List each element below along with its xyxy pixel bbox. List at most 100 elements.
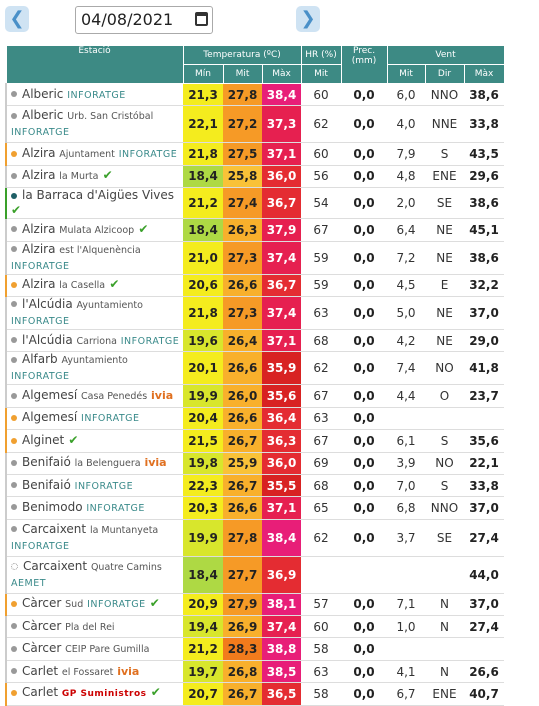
network-tag: AEMET [11, 577, 47, 589]
temp-max: 38,5 [262, 660, 301, 684]
wind-dir: N [425, 615, 464, 639]
wind-max: 41,8 [464, 351, 504, 386]
subheader[interactable]: Mit [386, 64, 426, 84]
station-row[interactable]: Algemesí INFORATGE 20,4 26,6 36,4 63 0,0 [5, 407, 504, 431]
subheader[interactable]: Dir [424, 64, 465, 84]
subheader[interactable]: Mit [222, 64, 263, 84]
date-input[interactable]: 04/08/2021 [75, 6, 213, 34]
subheader[interactable]: Mit [300, 64, 342, 84]
temp-mit: 25,8 [223, 165, 262, 189]
wind-max: 38,6 [464, 187, 504, 220]
wind-dir: SE [425, 519, 464, 557]
station-row[interactable]: Alzira la Casella ✔ 20,6 26,6 36,7 59 0,0 4,5 E… [5, 274, 504, 297]
station-row[interactable]: Alzira Ajuntament INFORATGE 21,8 27,5 37,1 6… [5, 142, 504, 166]
station-row[interactable]: Alfarb Ayuntamiento INFORATGE 20,1 26,6 35,… [5, 351, 504, 386]
station-row[interactable]: Carlet el Fossaret ivia 19,7 26,8 38,5 63 0,0… [5, 660, 504, 684]
station-row[interactable]: l'Alcúdia Ayuntamiento INFORATGE 21,8 27,3… [5, 296, 504, 330]
station-cell: Benifaió INFORATGE [5, 474, 183, 498]
station-row[interactable]: Alginet ✔ 21,5 26,7 36,3 67 0,0 6,1 S 35,6 [5, 429, 504, 453]
precipitation: 0,0 [341, 384, 387, 408]
temp-mit: 26,0 [223, 384, 262, 408]
prev-day-button[interactable]: ❮ [5, 6, 29, 32]
wind-max: 45,1 [464, 218, 504, 242]
temp-min: 18,4 [183, 556, 223, 594]
status-dot [11, 150, 17, 157]
station-cell: Carcaixent Quatre Camins AEMET [5, 556, 183, 594]
station-detail: Quatre Camins [90, 561, 162, 573]
network-tag: INFORATGE [86, 502, 145, 514]
precipitation: 0,0 [341, 452, 387, 475]
station-row[interactable]: Carcaixent la Muntanyeta INFORATGE 19,9 27… [5, 519, 504, 557]
station-name: Alzira [22, 277, 56, 292]
station-row[interactable]: Algemesí Casa Penedés ivia 19,9 26,0 35,6 67… [5, 384, 504, 408]
station-detail: Urb. San Cristóbal [67, 111, 154, 123]
temp-mit: 27,7 [223, 556, 262, 594]
humidity: 60 [301, 83, 341, 107]
header[interactable]: HR (%) [300, 45, 342, 65]
header[interactable]: Estació [5, 45, 184, 84]
station-cell: Càrcer Pla del Rei [5, 615, 183, 639]
station-cell: Alzira la Murta ✔ [5, 165, 183, 189]
wind-max: 37,0 [464, 496, 504, 520]
station-detail: Ayuntamiento [61, 355, 128, 367]
subheader[interactable]: Màx [261, 64, 302, 84]
precipitation: 0,0 [341, 105, 387, 144]
station-cell: l'Alcúdia Carriona INFORATGE [5, 329, 183, 353]
wind-mit: 1,0 [387, 615, 425, 639]
status-dot [11, 414, 17, 421]
status-dot [11, 645, 17, 652]
verified-check: ✔ [64, 433, 79, 448]
station-row[interactable]: Carcaixent Quatre Camins AEMET 18,4 27,7 36… [5, 556, 504, 594]
wind-dir: O [425, 384, 464, 408]
station-row[interactable]: Alzira la Murta ✔ 18,4 25,8 36,0 56 0,0 4,8 ENE… [5, 165, 504, 189]
station-name: Alzira [22, 146, 56, 161]
temp-max: 37,4 [262, 296, 301, 330]
station-cell: Càrcer Sud INFORATGE ✔ [5, 593, 183, 617]
station-name: Càrcer [22, 618, 62, 633]
status-dot [11, 91, 17, 98]
station-row[interactable]: Alberic INFORATGE 21,3 27,8 38,4 60 0,0 6,0 NNO… [5, 83, 504, 107]
station-detail: Mulata Alzicoop [59, 224, 135, 236]
temp-max: 35,5 [262, 474, 301, 498]
precipitation: 0,0 [341, 274, 387, 297]
station-row[interactable]: Carlet GP Suministros ✔ 20,7 26,7 36,5 58 0,0… [5, 682, 504, 706]
station-row[interactable]: la Barraca d'Aigües Vives ✔ 21,2 27,4 36,7 5… [5, 187, 504, 220]
precipitation: 0,0 [341, 660, 387, 684]
next-day-button[interactable]: ❯ [296, 6, 320, 32]
subheader[interactable]: Mín [182, 64, 224, 84]
subheader[interactable]: Màx [463, 64, 505, 84]
station-row[interactable]: Càrcer Pla del Rei 19,4 26,9 37,4 60 0,0 1,0 N 2… [5, 615, 504, 639]
station-row[interactable]: l'Alcúdia Carriona INFORATGE 19,6 26,4 37,1… [5, 329, 504, 353]
station-name: Alzira [22, 168, 56, 183]
calendar-icon[interactable] [195, 12, 208, 26]
wind-max: 40,7 [464, 682, 504, 706]
station-row[interactable]: Càrcer CEIP Pare Gumilla 21,2 28,3 38,8 58 0,… [5, 637, 504, 661]
station-name: la Barraca d'Aigües Vives [22, 188, 175, 203]
station-row[interactable]: Benimodo INFORATGE 20,3 26,6 37,1 65 0,0 6,8 NN… [5, 496, 504, 520]
station-row[interactable]: Alzira Mulata Alzicoop ✔ 18,4 26,3 37,9 67 0,… [5, 218, 504, 242]
precipitation: 0,0 [341, 407, 387, 431]
header: Vent [386, 45, 505, 65]
temp-min: 20,6 [183, 274, 223, 297]
wind-dir: SE [425, 187, 464, 220]
station-row[interactable]: Alzira est l'Alquenència INFORATGE 21,0 27… [5, 241, 504, 275]
station-row[interactable]: Alberic Urb. San Cristóbal INFORATGE 22,1… [5, 105, 504, 144]
humidity: 68 [301, 329, 341, 353]
header[interactable]: Prec. (mm) [340, 45, 388, 84]
station-row[interactable]: Benifaió INFORATGE 22,3 26,7 35,5 68 0,0 7,0 S 3… [5, 474, 504, 498]
wind-mit: 5,0 [387, 296, 425, 330]
temp-min: 20,1 [183, 351, 223, 386]
wind-mit: 6,1 [387, 429, 425, 453]
station-row[interactable]: Càrcer Sud INFORATGE ✔ 20,9 27,9 38,1 57 0,0 7… [5, 593, 504, 617]
station-name: l'Alcúdia [22, 296, 73, 311]
station-name: Benimodo [22, 499, 83, 514]
station-cell: la Barraca d'Aigües Vives ✔ [5, 187, 183, 220]
temp-min: 19,6 [183, 329, 223, 353]
stations-table: Estació Temperatura (ºC) HR (%) Prec. (mm) V… [5, 45, 505, 706]
wind-max: 38,6 [464, 241, 504, 275]
station-detail: Carriona [76, 335, 117, 347]
station-row[interactable]: Benifaió la Belenguera ivia 19,8 25,9 36,0 6… [5, 452, 504, 475]
station-detail: Ayuntamiento [76, 299, 143, 311]
status-dot [11, 526, 17, 533]
temp-max: 36,9 [262, 556, 301, 594]
